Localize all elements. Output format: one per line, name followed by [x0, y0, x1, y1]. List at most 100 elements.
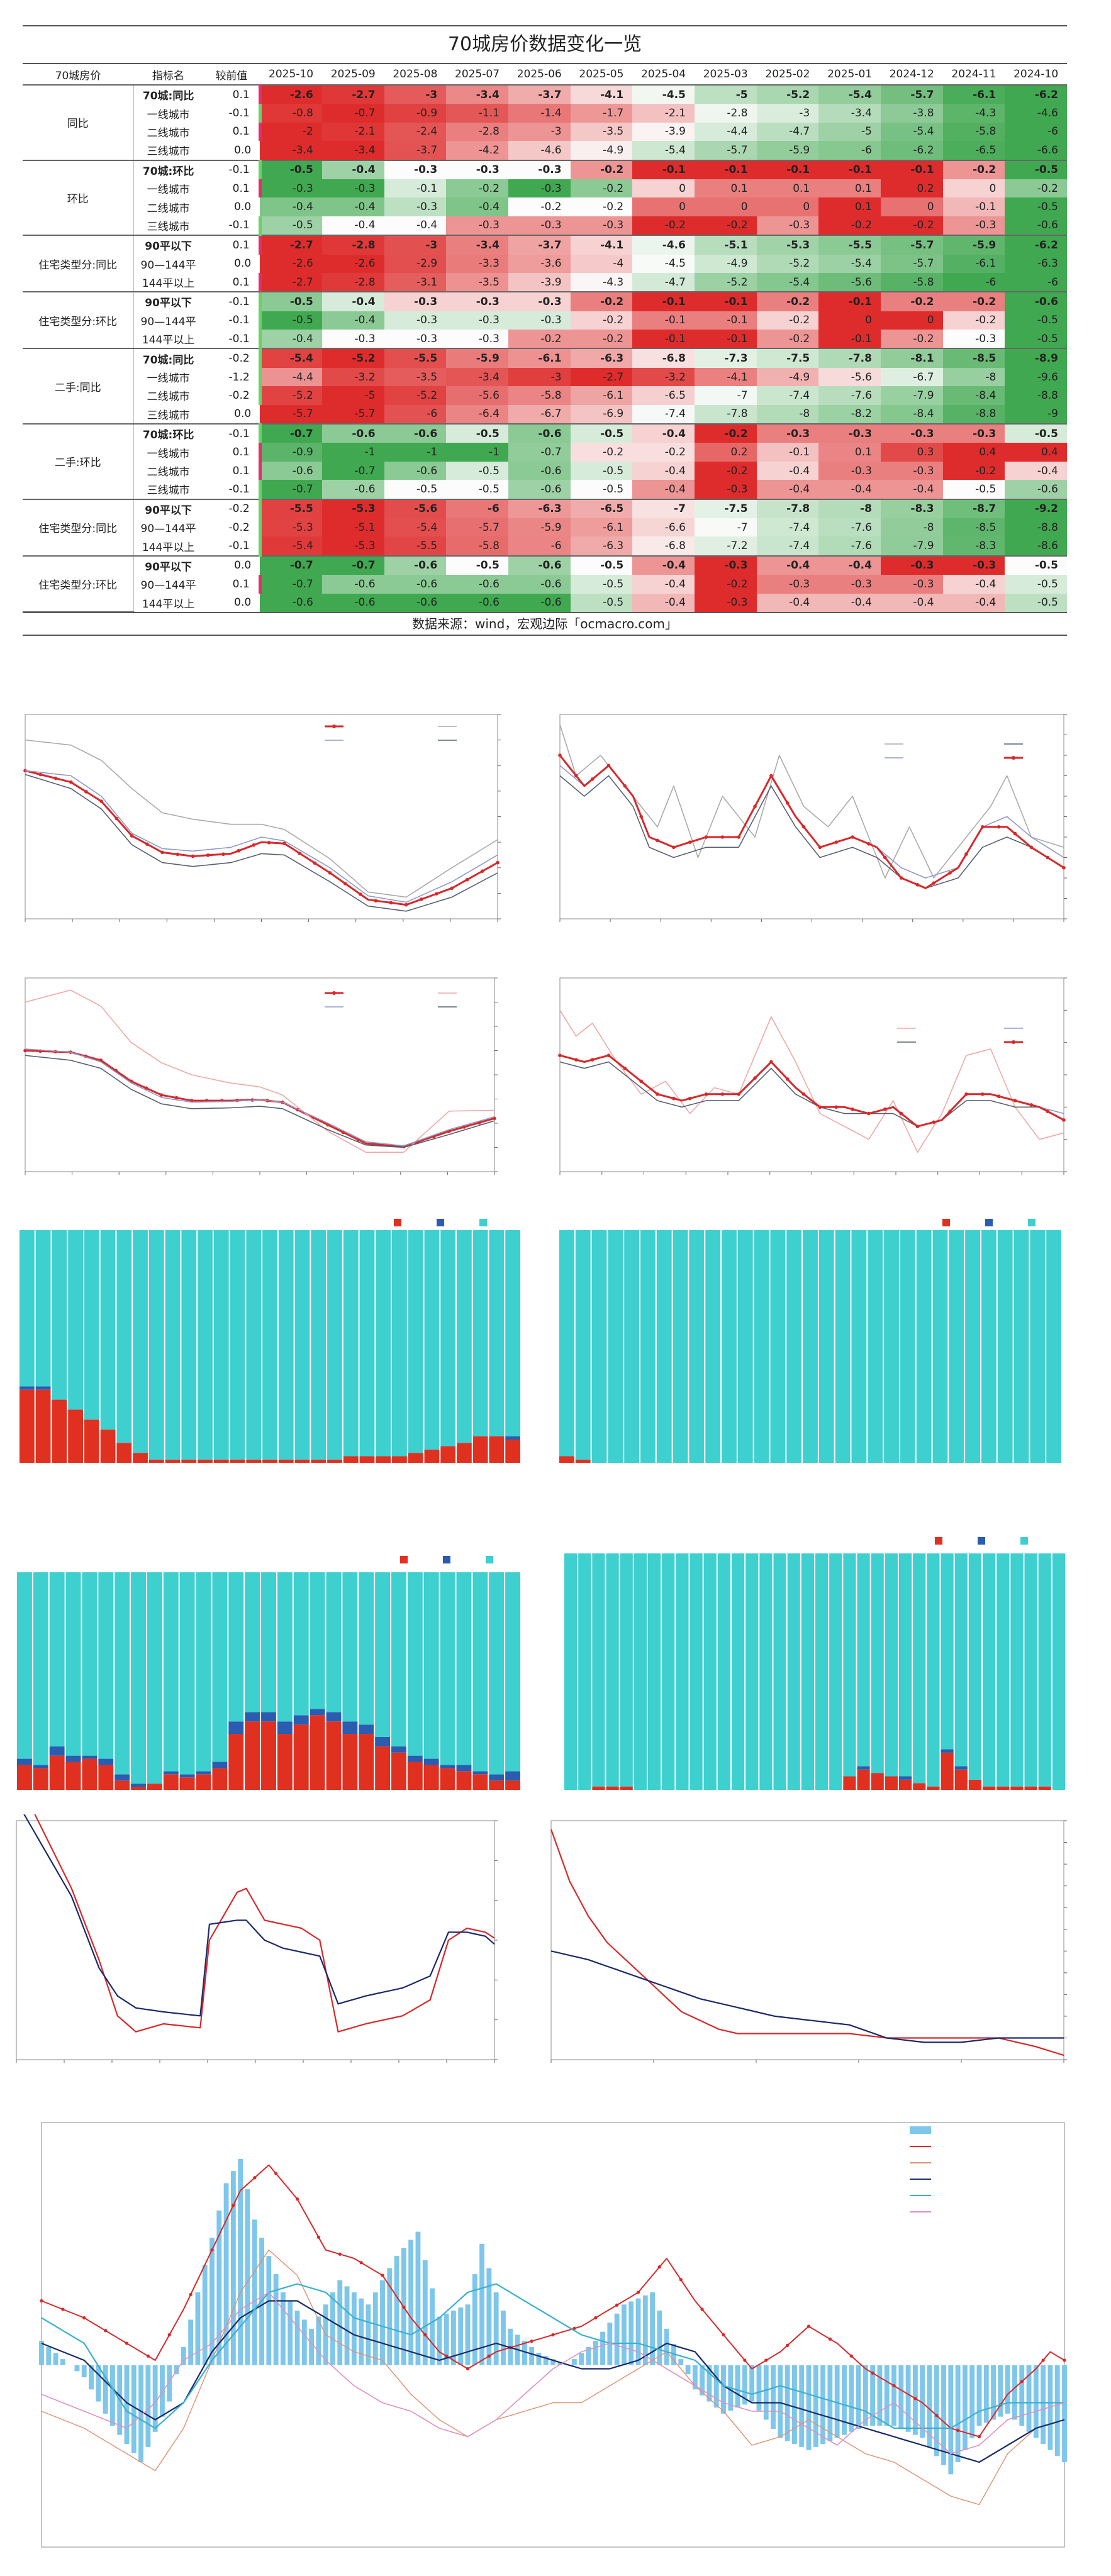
- bar-sh-mom: [1005, 2365, 1010, 2414]
- value-cell: -0.3: [818, 423, 881, 443]
- bar-up: [968, 1779, 981, 1790]
- value-cell: -5.9: [942, 235, 1005, 255]
- table-header-cell: 2025-07: [446, 64, 508, 86]
- table-row: 住宅类型分:环比 90平以下 -0.1 -0.5 -0.4 -0.3 -0.3 -0.3 -0.…: [23, 291, 1067, 349]
- data-point: [53, 776, 58, 780]
- bar-up: [457, 1443, 472, 1463]
- bar-up: [35, 1389, 51, 1463]
- bar-down: [717, 1553, 730, 1790]
- value-cell: -0.1: [756, 159, 819, 179]
- bar-sh-mom: [1012, 2365, 1017, 2420]
- bar-down: [133, 1230, 148, 1453]
- bar-down: [1052, 1553, 1065, 1790]
- value-cell: -0.3: [880, 575, 943, 594]
- value-cell: -3.4: [260, 141, 322, 160]
- value-cell: -0.2: [942, 311, 1005, 330]
- bar-sh-mom: [650, 2292, 656, 2365]
- indicator-cell: 90平以下: [133, 555, 203, 575]
- data-point: [623, 1066, 627, 1070]
- value-cell: -4.7: [756, 122, 819, 142]
- value-cell: -3: [756, 104, 819, 123]
- bar-sh-mom: [174, 2365, 179, 2375]
- bar-sh-mom: [969, 2365, 975, 2438]
- data-point: [737, 1092, 741, 1096]
- value-cell: -0.3: [756, 423, 819, 443]
- bar-flat: [407, 1755, 423, 1762]
- bar-down: [932, 1230, 948, 1463]
- legend-swatch: [479, 1219, 487, 1226]
- bar-down: [759, 1553, 773, 1790]
- value-cell: -4.1: [694, 367, 757, 387]
- bar-down: [640, 1230, 656, 1463]
- data-point: [40, 2299, 43, 2303]
- data-point: [786, 2343, 790, 2347]
- bar-up: [230, 1459, 245, 1463]
- data-point: [769, 774, 773, 778]
- table-header-cell: 2025-01: [818, 64, 881, 86]
- bar-down: [608, 1230, 623, 1463]
- value-cell: -0.2: [570, 179, 633, 198]
- bar-up: [997, 1786, 1010, 1790]
- series-line-2: [559, 1061, 1064, 1127]
- bar-down: [773, 1553, 786, 1790]
- series-line-2: [25, 770, 498, 903]
- bar-flat: [163, 1771, 179, 1775]
- value-cell: -5.5: [384, 348, 447, 368]
- value-cell: -2.1: [321, 122, 384, 142]
- value-cell: -0.4: [756, 593, 819, 612]
- value-cell: 0: [818, 311, 881, 330]
- bar-up: [114, 1780, 130, 1790]
- bar-flat: [35, 1386, 51, 1390]
- legend-swatch: [978, 1537, 985, 1545]
- bar-flat: [310, 1709, 325, 1716]
- bar-down: [391, 1572, 406, 1746]
- value-cell: -4.9: [756, 367, 819, 387]
- bar-sh-mom: [820, 2365, 826, 2445]
- chart-dev: [550, 1820, 1067, 2063]
- value-cell: -0.1: [694, 311, 757, 330]
- value-cell: -6.6: [632, 518, 695, 537]
- legend-swatch: [935, 1537, 942, 1545]
- bar-flat: [179, 1774, 195, 1778]
- bar-up: [163, 1774, 179, 1790]
- bar-sh-mom: [976, 2365, 982, 2426]
- bar-up: [927, 1786, 940, 1790]
- data-point: [69, 780, 73, 784]
- value-cell: -3.4: [321, 141, 384, 160]
- data-point: [402, 2306, 406, 2309]
- value-cell: -0.4: [321, 159, 384, 179]
- value-cell: -6.1: [570, 518, 633, 537]
- value-cell: -8.3: [880, 498, 943, 518]
- data-point: [389, 901, 393, 905]
- bar-down: [818, 1230, 834, 1463]
- value-cell: -0.4: [632, 575, 695, 594]
- series-line-1: [25, 739, 498, 898]
- value-cell: -5.8: [880, 272, 943, 292]
- bar-down: [294, 1230, 310, 1460]
- bar-sh-mom: [557, 2362, 563, 2365]
- change-cell: 0.0: [234, 143, 252, 157]
- bar-flat: [505, 1436, 520, 1440]
- bar-down: [84, 1230, 99, 1420]
- data-point: [964, 1092, 968, 1096]
- bar-sh-mom: [1062, 2365, 1067, 2462]
- data-point: [834, 840, 839, 844]
- value-cell: -6.8: [632, 348, 695, 368]
- series-line-0: [559, 1009, 1064, 1153]
- bar-down: [900, 1230, 915, 1463]
- value-cell: -5.6: [818, 367, 881, 387]
- value-cell: -8.4: [942, 386, 1005, 405]
- bar-sh-mom: [1054, 2365, 1060, 2457]
- bar-flat: [17, 1758, 32, 1765]
- data-point: [688, 840, 692, 844]
- value-cell: -0.2: [570, 311, 633, 330]
- data-point: [23, 769, 27, 773]
- bar-down: [997, 1553, 1010, 1787]
- bar-sh-mom: [330, 2292, 335, 2365]
- plot-frame: [25, 714, 498, 919]
- value-cell: -0.3: [508, 179, 571, 198]
- bar-up: [913, 1783, 926, 1790]
- value-cell: -8.5: [942, 348, 1005, 368]
- bar-up: [559, 1456, 574, 1463]
- bar-down: [857, 1553, 870, 1767]
